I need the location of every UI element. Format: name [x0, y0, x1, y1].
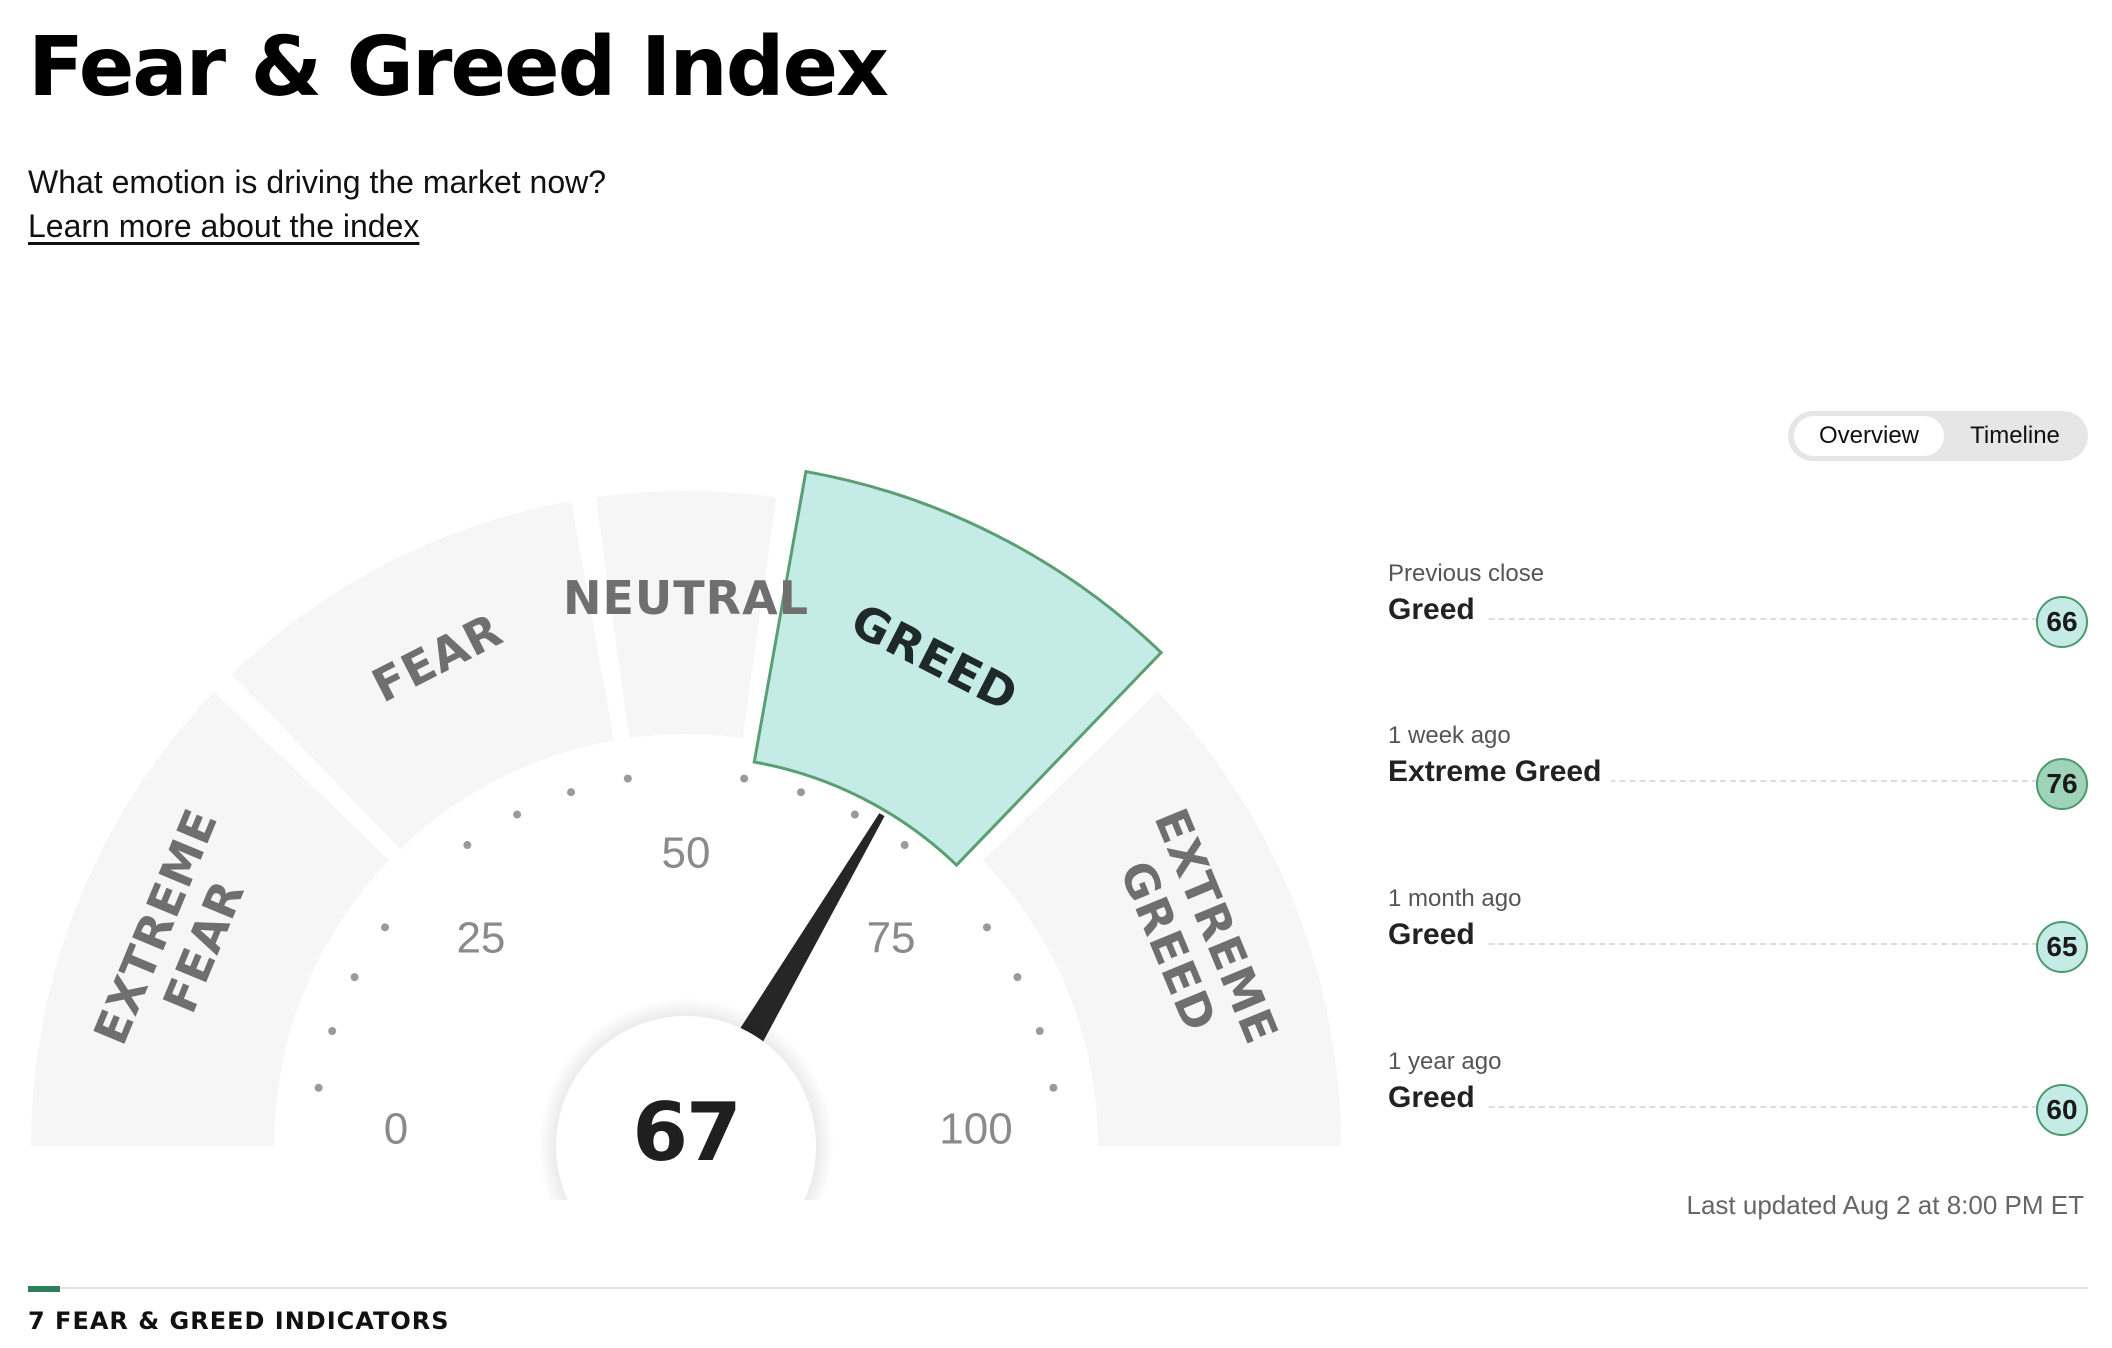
history-rating: Greed — [1388, 918, 1485, 952]
history-value-badge: 66 — [2036, 596, 2088, 648]
timeline-tab[interactable]: Timeline — [1970, 422, 2060, 449]
section-divider-accent — [28, 1286, 60, 1292]
gauge-tick-dot — [982, 923, 991, 932]
gauge-tick-label: 75 — [867, 914, 916, 963]
history-value-badge: 76 — [2036, 758, 2088, 810]
gauge-tick-dot — [567, 788, 576, 797]
gauge-segment-greed — [752, 470, 1164, 868]
gauge-segment-neutral — [595, 491, 777, 738]
history-1-month-ago: 1 month ago Greed 65 — [1388, 885, 2088, 975]
history-period: 1 year ago — [1388, 1048, 1502, 1075]
dotted-leader — [1388, 943, 2058, 945]
learn-more-link[interactable]: Learn more about the index — [28, 208, 420, 244]
history-value-badge: 60 — [2036, 1084, 2088, 1136]
page-title: Fear & Greed Index — [28, 20, 889, 115]
last-updated: Last updated Aug 2 at 8:00 PM ET — [1686, 1190, 2085, 1220]
gauge-tick-dot — [350, 973, 359, 982]
history-value-badge: 65 — [2036, 921, 2088, 973]
dotted-leader — [1388, 780, 2058, 782]
history-1-year-ago: 1 year ago Greed 60 — [1388, 1048, 2088, 1138]
gauge-tick-label: 100 — [939, 1105, 1012, 1154]
history-1-week-ago: 1 week ago Extreme Greed 76 — [1388, 722, 2088, 812]
gauge-tick-dot — [463, 841, 472, 850]
gauge-tick-dot — [381, 923, 390, 932]
gauge-tick-dot — [850, 810, 859, 819]
gauge-tick-dot — [1013, 973, 1022, 982]
overview-tab[interactable]: Overview — [1794, 416, 1944, 456]
gauge-tick-dot — [740, 774, 749, 783]
gauge-tick-dot — [328, 1027, 337, 1036]
gauge-tick-label: 50 — [662, 829, 711, 878]
view-toggle: Overview Timeline — [1788, 411, 2088, 461]
gauge-tick-dot — [1035, 1027, 1044, 1036]
history-rating: Greed — [1388, 1081, 1485, 1115]
history-period: 1 week ago — [1388, 722, 1511, 749]
dotted-leader — [1388, 618, 2058, 620]
history-period: 1 month ago — [1388, 885, 1522, 912]
gauge-tick-dot — [796, 788, 805, 797]
gauge-needle — [729, 813, 885, 1059]
history-rating: Greed — [1388, 593, 1485, 627]
section-divider — [28, 1287, 2088, 1289]
gauge-tick-label: 0 — [384, 1105, 408, 1154]
gauge-hub — [556, 1016, 816, 1200]
gauge-tick-dot — [1049, 1083, 1058, 1092]
gauge-label-line: NEUTRAL — [563, 571, 809, 625]
gauge-segment-extreme-greed — [982, 691, 1341, 1146]
gauge-segment-extreme-fear — [31, 691, 390, 1146]
gauge-tick-label: 25 — [456, 914, 505, 963]
gauge-tick-dot — [623, 774, 632, 783]
gauge-label-neutral: NEUTRAL — [563, 571, 809, 625]
history-previous-close: Previous close Greed 66 — [1388, 560, 2088, 650]
history-period: Previous close — [1388, 560, 1545, 587]
gauge-tick-dot — [900, 841, 909, 850]
current-value: 67 — [632, 1086, 739, 1179]
gauge-tick-dot — [513, 810, 522, 819]
gauge-segment-fear — [231, 501, 614, 850]
gauge-tick-dot — [314, 1083, 323, 1092]
indicators-heading: 7 FEAR & GREED INDICATORS — [28, 1307, 450, 1335]
history-rating: Extreme Greed — [1388, 755, 1612, 789]
index-question: What emotion is driving the market now? — [28, 164, 607, 200]
dotted-leader — [1388, 1106, 2058, 1108]
